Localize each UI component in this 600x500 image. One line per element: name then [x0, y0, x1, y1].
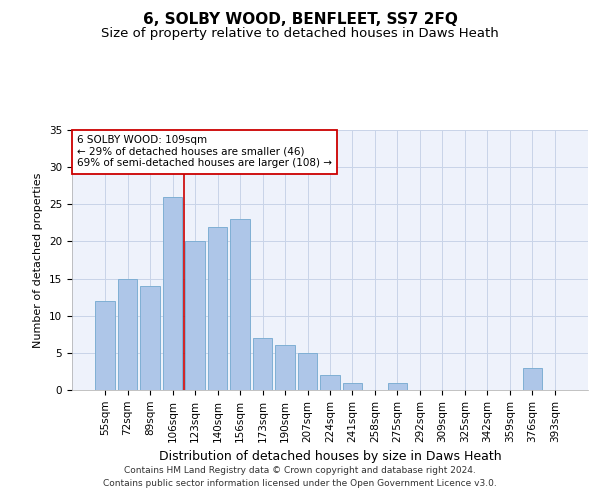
Text: Contains HM Land Registry data © Crown copyright and database right 2024.
Contai: Contains HM Land Registry data © Crown c… — [103, 466, 497, 487]
Bar — [118, 278, 137, 390]
Text: Size of property relative to detached houses in Daws Heath: Size of property relative to detached ho… — [101, 28, 499, 40]
Y-axis label: Number of detached properties: Number of detached properties — [34, 172, 43, 348]
Bar — [298, 353, 317, 390]
Bar — [140, 286, 160, 390]
Bar — [275, 346, 295, 390]
Bar — [95, 301, 115, 390]
Bar — [230, 219, 250, 390]
Text: 6 SOLBY WOOD: 109sqm
← 29% of detached houses are smaller (46)
69% of semi-detac: 6 SOLBY WOOD: 109sqm ← 29% of detached h… — [77, 135, 332, 168]
X-axis label: Distribution of detached houses by size in Daws Heath: Distribution of detached houses by size … — [158, 450, 502, 463]
Bar — [185, 242, 205, 390]
Bar — [343, 382, 362, 390]
Bar — [208, 226, 227, 390]
Bar — [523, 368, 542, 390]
Bar — [163, 197, 182, 390]
Text: 6, SOLBY WOOD, BENFLEET, SS7 2FQ: 6, SOLBY WOOD, BENFLEET, SS7 2FQ — [143, 12, 457, 28]
Bar — [320, 375, 340, 390]
Bar — [388, 382, 407, 390]
Bar — [253, 338, 272, 390]
